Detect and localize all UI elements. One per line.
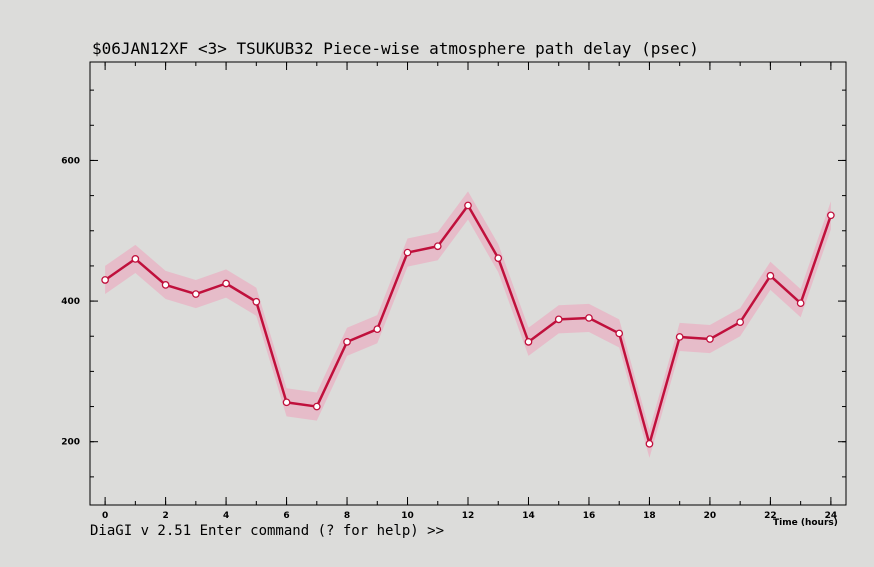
command-prompt[interactable]: DiaGI v 2.51 Enter command (? for help) … xyxy=(90,523,444,539)
x-axis-label: Time (hours) xyxy=(773,518,838,528)
error-band xyxy=(105,191,831,458)
data-point xyxy=(464,201,472,210)
chart-title: $06JAN12XF <3> TSUKUB32 Piece-wise atmos… xyxy=(92,39,699,58)
x-tick-label: 12 xyxy=(462,511,475,521)
y-tick-label: 200 xyxy=(61,438,80,448)
x-tick-label: 2 xyxy=(162,511,168,521)
y-tick-label: 400 xyxy=(61,297,80,307)
data-point xyxy=(554,315,563,324)
data-point xyxy=(343,338,351,346)
data-point xyxy=(373,325,382,334)
x-tick-label: 0 xyxy=(102,511,108,521)
data-point xyxy=(161,281,170,289)
data-point xyxy=(312,402,321,411)
x-tick-label: 16 xyxy=(583,511,596,521)
x-tick-label: 10 xyxy=(401,511,414,521)
data-point xyxy=(706,335,714,343)
data-point xyxy=(766,271,775,280)
x-tick-label: 24 xyxy=(825,511,838,521)
x-tick-label: 14 xyxy=(522,511,535,521)
data-point xyxy=(101,276,109,284)
x-tick-label: 22 xyxy=(764,511,777,521)
data-point xyxy=(796,299,805,308)
x-tick-label: 18 xyxy=(643,511,656,521)
x-tick-label: 8 xyxy=(344,511,350,521)
data-point xyxy=(585,314,593,322)
data-point xyxy=(191,290,200,298)
data-point xyxy=(645,439,654,448)
x-tick-label: 4 xyxy=(223,511,229,521)
data-point xyxy=(403,248,412,257)
data-point xyxy=(494,254,503,263)
data-point xyxy=(736,318,745,327)
data-point xyxy=(222,279,230,288)
x-tick-label: 6 xyxy=(283,511,289,521)
data-point xyxy=(675,333,684,341)
data-point xyxy=(131,255,140,263)
x-tick-label: 20 xyxy=(704,511,717,521)
data-point xyxy=(524,338,533,346)
data-point xyxy=(615,329,624,338)
data-point xyxy=(252,297,261,306)
y-tick-label: 600 xyxy=(61,156,80,166)
data-point xyxy=(827,211,835,220)
data-point xyxy=(433,242,442,251)
data-point xyxy=(282,398,291,407)
